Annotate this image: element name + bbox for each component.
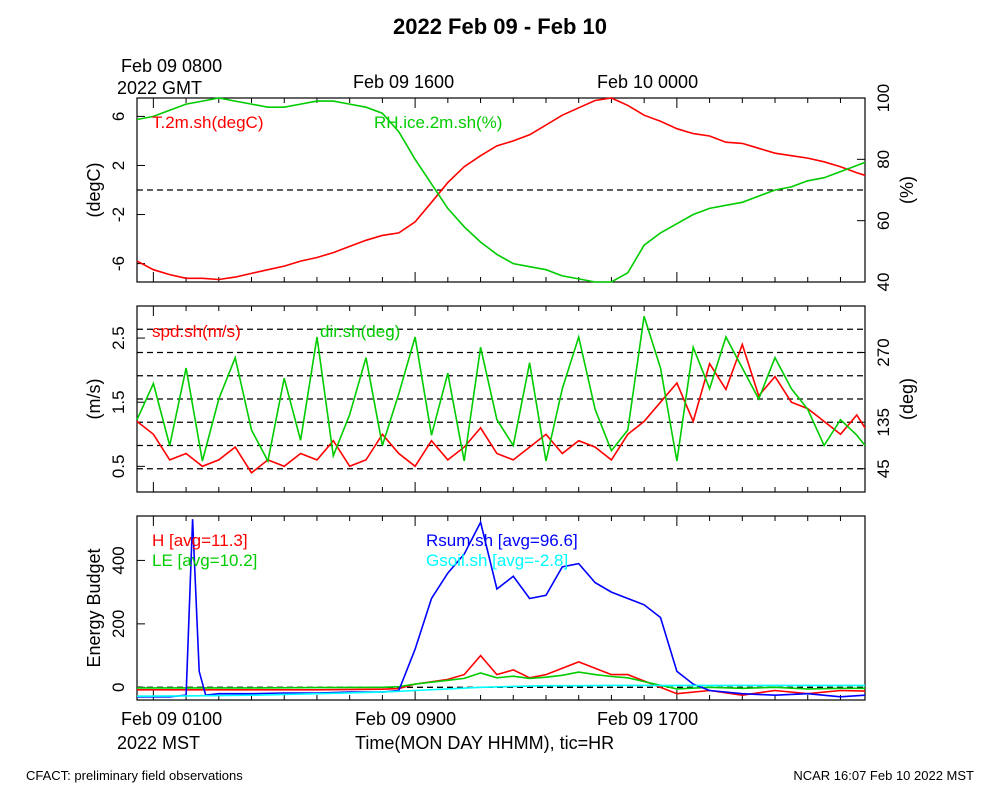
panel-3-legend-1: H [avg=11.3] xyxy=(152,531,248,550)
panel-3-legend-4: Gsoil.sh [avg=-2.8] xyxy=(426,551,568,570)
panel-3-series-4 xyxy=(136,684,865,697)
panel-2-legend-1: spd.sh(m/s) xyxy=(152,322,241,341)
panel-2-series-2 xyxy=(136,316,866,464)
top-axis-label-2: Feb 09 1600 xyxy=(353,72,455,92)
panel-3-series-2 xyxy=(137,671,865,690)
top-axis-label-1: Feb 09 0800 xyxy=(121,56,223,76)
panel-1-y-tick-label-left: 6 xyxy=(109,112,128,121)
panel-3-series-3 xyxy=(137,519,866,698)
panel-1-y-tick-label-left: -6 xyxy=(109,256,128,271)
top-axis-label-3: Feb 10 0000 xyxy=(597,72,699,92)
panel-3-legend-3: Rsum.sh [avg=96.6] xyxy=(426,531,578,550)
panel-2-ylabel-right: (deg) xyxy=(897,378,917,420)
panel-2-series-1 xyxy=(136,342,866,474)
panel-2-y-tick-label-left: 2.5 xyxy=(109,326,128,350)
panel-1-y-tick-label-left: -2 xyxy=(109,207,128,222)
panel-1-ylabel-right: (%) xyxy=(897,176,917,204)
panel-1-series-2 xyxy=(136,97,866,283)
panel-1-legend-2: RH.ice.2m.sh(%) xyxy=(374,113,502,132)
panel-2-y-tick-label-left: 1.5 xyxy=(109,390,128,414)
chart-title: 2022 Feb 09 - Feb 10 xyxy=(393,14,607,39)
panel-2-y-tick-label-right: 270 xyxy=(874,338,893,366)
panel-1-legend-1: T.2m.sh(degC) xyxy=(152,113,263,132)
bottom-axis-label-3: Feb 09 1700 xyxy=(597,709,699,729)
panel-3-series-1 xyxy=(137,654,866,697)
panel-2-y-tick-label-right: 135 xyxy=(874,408,893,436)
panel-3-frame xyxy=(136,515,866,701)
panel-1-ylabel-left: (degC) xyxy=(84,162,104,217)
panel-1-y-tick-label-right: 80 xyxy=(874,150,893,169)
panel-2-y-tick-label-right: 45 xyxy=(874,459,893,478)
panel-1-series-1 xyxy=(136,97,866,281)
panel-1-y-tick-label-left: 2 xyxy=(109,161,128,170)
panel-2-legend-2: dir.sh(deg) xyxy=(320,322,400,341)
panel-1-y-tick-label-right: 60 xyxy=(874,211,893,230)
panel-3-y-tick-label-left: 0 xyxy=(109,683,128,692)
top-axis-sublabel: 2022 GMT xyxy=(117,78,203,98)
bottom-axis-label-1: Feb 09 0100 xyxy=(121,709,223,729)
x-axis-title: Time(MON DAY HHMM), tic=HR xyxy=(355,733,615,753)
panel-3-y-tick-label-left: 400 xyxy=(109,546,128,574)
panel-3-ylabel-left: Energy Budget xyxy=(84,548,104,667)
panel-3-y-tick-label-left: 200 xyxy=(109,610,128,638)
panel-1-y-tick-label-right: 100 xyxy=(874,84,893,112)
footer-right: NCAR 16:07 Feb 10 2022 MST xyxy=(793,768,974,783)
bottom-axis-sublabel: 2022 MST xyxy=(117,733,201,753)
panel-2-y-tick-label-left: 0.5 xyxy=(109,455,128,479)
bottom-axis-label-2: Feb 09 0900 xyxy=(355,709,457,729)
panel-1-y-tick-label-right: 40 xyxy=(874,273,893,292)
footer-left: CFACT: preliminary field observations xyxy=(26,768,243,783)
panel-3-legend-2: LE [avg=10.2] xyxy=(152,551,257,570)
panel-2-ylabel-left: (m/s) xyxy=(84,379,104,420)
